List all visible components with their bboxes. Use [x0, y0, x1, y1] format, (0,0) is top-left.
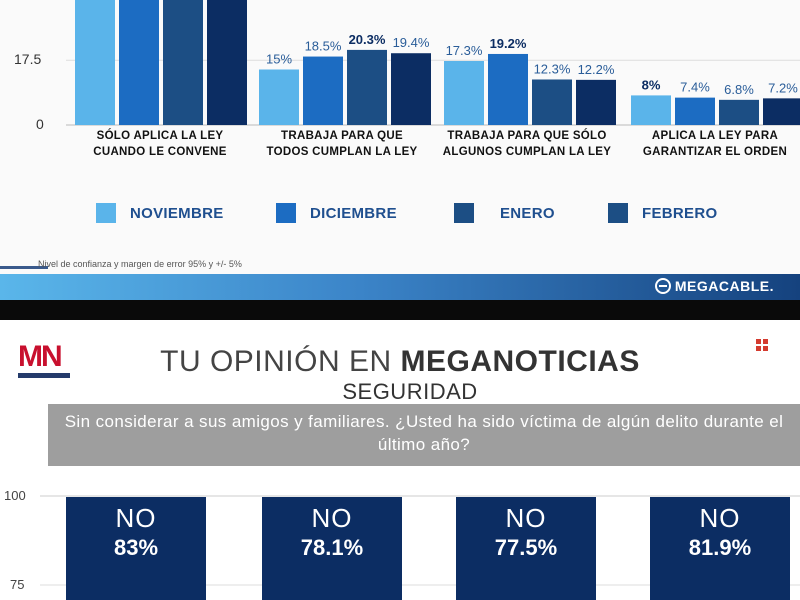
category-label: APLICA LA LEY PARA GARANTIZAR EL ORDEN	[620, 129, 800, 160]
mn-logo-bar	[18, 373, 70, 378]
y-tick-label: 75	[10, 577, 25, 592]
data-label: 12.3%	[534, 61, 571, 76]
y-tick-label: 0	[36, 116, 44, 132]
bar-enero-4	[719, 99, 759, 125]
y-tick-label: 17.5	[14, 51, 42, 67]
category-label: SÓLO APLICA LA LEY CUANDO LE CONVENE	[65, 129, 255, 160]
bar-enero-1	[163, 0, 203, 126]
data-label: 18.5%	[305, 39, 342, 54]
bar-no-4: NO 81.9%	[650, 497, 790, 600]
category-label-text: TRABAJA PARA QUE TODOS CUMPLAN LA LEY	[266, 130, 418, 158]
bar-diciembre-2	[303, 56, 343, 125]
data-label: 8%	[642, 77, 661, 92]
megacable-logo: MEGACABLE.	[654, 278, 774, 294]
legend-swatch	[96, 203, 116, 223]
category-label-text: APLICA LA LEY PARA GARANTIZAR EL ORDEN	[642, 130, 788, 158]
title-part: TU OPINIÓN EN	[160, 345, 401, 378]
bar-no-3: NO 77.5%	[456, 497, 596, 600]
category-label-text: SÓLO APLICA LA LEY CUANDO LE CONVENE	[93, 130, 227, 158]
bar-febrero-3	[576, 79, 616, 125]
bar-diciembre-1	[119, 0, 159, 125]
bar-noviembre-2	[259, 69, 299, 125]
bar-no-1: NO 83%	[66, 497, 206, 600]
bar-noviembre-4	[631, 95, 671, 125]
legend-swatch	[276, 203, 296, 223]
data-label: 77.5%	[494, 535, 558, 560]
top-chart-panel: 15% 18.5% 20.3% 19.4% 17.3% 19.2% 12.3% 12.2% 8%…	[0, 0, 800, 300]
data-label: 17.3%	[446, 43, 483, 58]
category-label-text: TRABAJA PARA QUE SÓLO ALGUNOS CUMPLAN LA…	[442, 130, 612, 158]
bar-label: NO	[505, 503, 547, 533]
bar-febrero-1	[207, 0, 247, 125]
bar-enero-3	[532, 79, 572, 125]
mn-logo: MN	[18, 340, 70, 378]
legend-item-diciembre: DICIEMBRE	[276, 203, 397, 223]
bar-label: NO	[115, 503, 157, 533]
y-tick-label: 100	[4, 488, 26, 503]
data-label: 19.2%	[490, 36, 527, 51]
legend-label: DICIEMBRE	[310, 204, 397, 222]
mn-logo-text: MN	[18, 340, 63, 373]
bar-label: NO	[311, 503, 353, 533]
data-label: 15%	[266, 52, 292, 67]
page-subtitle: SEGURIDAD	[342, 379, 478, 404]
grid-icon	[756, 339, 768, 351]
data-label: 7.2%	[768, 80, 798, 95]
data-label: 6.8%	[724, 82, 754, 97]
legend-item-noviembre: NOVIEMBRE	[96, 203, 224, 223]
legend-label: FEBRERO	[642, 204, 718, 222]
data-label: 12.2%	[578, 62, 615, 77]
bar-label: NO	[699, 503, 741, 533]
top-bar-chart: 15% 18.5% 20.3% 19.4% 17.3% 19.2% 12.3% 12.2% 8%…	[66, 0, 800, 126]
question-box: Sin considerar a sus amigos y familiares…	[48, 404, 800, 466]
legend-item-enero: ENERO	[454, 203, 555, 223]
bar-noviembre-3	[444, 60, 484, 125]
category-label: TRABAJA PARA QUE SÓLO ALGUNOS CUMPLAN LA…	[432, 129, 622, 160]
data-label: 83%	[113, 535, 159, 560]
bar-diciembre-3	[488, 53, 528, 125]
bar-enero-2	[347, 49, 387, 125]
megacable-logo-icon	[654, 278, 671, 294]
page-title: TU OPINIÓN EN MEGANOTICIAS	[0, 345, 800, 379]
bar-febrero-2	[391, 53, 431, 125]
bottom-chart-panel: MN TU OPINIÓN EN MEGANOTICIAS SEGURIDAD …	[0, 320, 800, 600]
title-brand: MEGANOTICIAS	[400, 345, 640, 378]
footnote-rule	[0, 266, 48, 269]
legend-swatch	[454, 203, 474, 223]
legend-item-febrero: FEBRERO	[608, 203, 717, 223]
data-label: 78.1%	[300, 535, 364, 560]
bar-febrero-4	[763, 98, 800, 125]
brand-bar: MEGACABLE.	[0, 274, 800, 300]
category-label: TRABAJA PARA QUE TODOS CUMPLAN LA LEY	[247, 129, 437, 160]
legend-label: NOVIEMBRE	[130, 204, 224, 222]
data-label: 19.4%	[393, 35, 430, 50]
data-label: 81.9%	[688, 535, 752, 560]
bar-diciembre-4	[675, 97, 715, 125]
legend-label: ENERO	[500, 204, 555, 222]
data-label: 7.4%	[680, 80, 710, 95]
legend-swatch	[608, 203, 628, 223]
bar-no-2: NO 78.1%	[262, 497, 402, 600]
data-label: 20.3%	[349, 32, 386, 47]
bar-noviembre-1	[75, 0, 115, 125]
footnote: Nivel de confianza y margen de error 95%…	[38, 259, 242, 269]
megacable-logo-text: MEGACABLE.	[674, 278, 774, 294]
panel-divider	[0, 300, 800, 320]
